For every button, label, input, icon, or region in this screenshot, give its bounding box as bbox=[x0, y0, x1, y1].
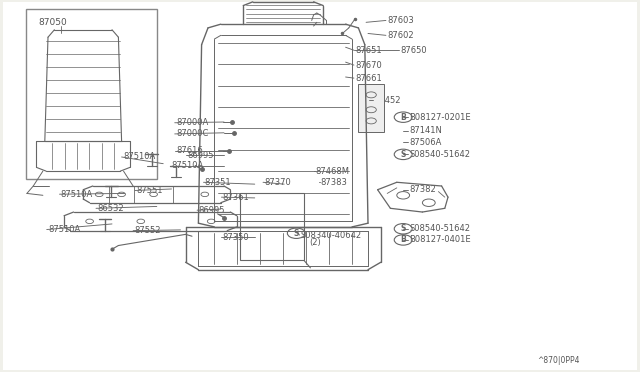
Bar bbox=[358, 84, 384, 132]
Text: 87510A: 87510A bbox=[123, 153, 155, 161]
Text: 87616: 87616 bbox=[176, 146, 203, 155]
Text: 87383: 87383 bbox=[320, 178, 347, 187]
Text: B: B bbox=[401, 235, 406, 244]
Text: S08540-51642: S08540-51642 bbox=[410, 150, 470, 159]
Text: 87670: 87670 bbox=[355, 61, 382, 70]
Text: S08540-51642: S08540-51642 bbox=[410, 224, 470, 233]
Text: 87382: 87382 bbox=[410, 185, 436, 194]
Text: 86995: 86995 bbox=[198, 206, 225, 215]
Text: 87506A: 87506A bbox=[410, 138, 442, 147]
Text: 87000A: 87000A bbox=[176, 118, 208, 127]
Text: 87361: 87361 bbox=[223, 193, 250, 202]
Text: S08340-40642: S08340-40642 bbox=[301, 231, 362, 240]
Text: 87661: 87661 bbox=[355, 74, 382, 83]
Text: 87351: 87351 bbox=[205, 178, 232, 187]
Text: 87650: 87650 bbox=[400, 46, 427, 55]
Text: S: S bbox=[401, 224, 406, 233]
Text: S: S bbox=[401, 150, 406, 159]
Text: B08127-0201E: B08127-0201E bbox=[410, 113, 471, 122]
Text: 87050: 87050 bbox=[38, 18, 67, 27]
Text: ^870|0PP4: ^870|0PP4 bbox=[538, 356, 580, 365]
Text: S: S bbox=[294, 229, 299, 238]
Text: 87651: 87651 bbox=[355, 46, 382, 55]
Bar bbox=[240, 193, 304, 260]
Text: 87000C: 87000C bbox=[176, 129, 209, 138]
Text: 87602: 87602 bbox=[387, 31, 414, 40]
Text: 87510A: 87510A bbox=[171, 161, 203, 170]
Text: 87510A: 87510A bbox=[61, 190, 93, 199]
Text: 87468M: 87468M bbox=[315, 167, 349, 176]
Text: 87510A: 87510A bbox=[48, 225, 80, 234]
Bar bbox=[26, 9, 157, 179]
Text: 86995: 86995 bbox=[188, 151, 214, 160]
Text: 87370: 87370 bbox=[264, 178, 291, 187]
Text: 86532: 86532 bbox=[97, 204, 124, 213]
Text: 87551: 87551 bbox=[136, 186, 163, 195]
Text: B: B bbox=[401, 113, 406, 122]
Text: 87603: 87603 bbox=[387, 16, 414, 25]
Text: (2): (2) bbox=[309, 238, 321, 247]
Text: 87350: 87350 bbox=[223, 233, 250, 242]
Text: 87141N: 87141N bbox=[410, 126, 442, 135]
Text: 87452: 87452 bbox=[374, 96, 401, 105]
Text: 87552: 87552 bbox=[134, 226, 161, 235]
Text: B08127-0401E: B08127-0401E bbox=[410, 235, 471, 244]
